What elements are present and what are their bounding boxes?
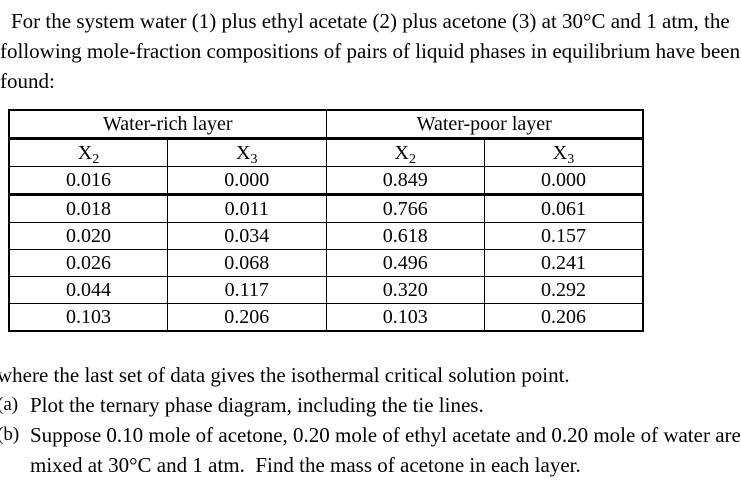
- table-cell: 0.206: [484, 303, 644, 332]
- table-row: 0.018 0.011 0.766 0.061: [8, 194, 644, 223]
- part-a-text: Plot the ternary phase diagram, includin…: [30, 390, 741, 420]
- table-cell: 0.849: [325, 166, 485, 196]
- var-subscript: 2: [408, 152, 416, 167]
- table-cell: 0.011: [167, 194, 327, 223]
- table-cell: 0.206: [167, 303, 327, 332]
- table-cell: 0.292: [484, 276, 644, 304]
- table-cell: 0.061: [484, 194, 644, 223]
- table-cell: 0.157: [484, 222, 644, 250]
- intro-line-2: following mole-fraction compositions of …: [0, 39, 741, 63]
- part-a-label: (a): [0, 394, 19, 415]
- table-cell: 0.766: [325, 194, 485, 223]
- table-row: 0.103 0.206 0.103 0.206: [8, 303, 644, 332]
- var-base: X: [552, 142, 568, 164]
- table-cell: 0.034: [167, 222, 327, 250]
- table-column-header-row: X2 X3 X2 X3: [8, 138, 644, 167]
- intro-line-3: found:: [0, 69, 55, 93]
- table-cell: 0.241: [484, 249, 644, 277]
- var-subscript: 3: [250, 152, 258, 167]
- table-cell: 0.103: [8, 303, 168, 332]
- part-b-line-2: mixed at 30°C and 1 atm. Find the mass o…: [30, 453, 581, 477]
- table-cell: 0.020: [8, 222, 168, 250]
- part-b-label: (b): [0, 424, 20, 445]
- group-header-water-rich: Water-rich layer: [8, 109, 327, 140]
- table-cell: 0.618: [325, 222, 485, 250]
- table-row: 0.044 0.117 0.320 0.292: [8, 276, 644, 304]
- table-cell: 0.016: [8, 166, 168, 196]
- table-cell: 0.103: [325, 303, 485, 332]
- var-subscript: 3: [567, 152, 575, 167]
- table-cell: 0.018: [8, 194, 168, 223]
- part-b-text: Suppose 0.10 mole of acetone, 0.20 mole …: [30, 420, 741, 480]
- question-parts: (a) Plot the ternary phase diagram, incl…: [0, 390, 741, 480]
- equilibrium-data-table: Water-rich layer Water-poor layer X2 X3 …: [8, 109, 644, 332]
- table-group-header-row: Water-rich layer Water-poor layer: [8, 109, 644, 140]
- col-header-x2-rich: X2: [8, 138, 168, 167]
- group-header-water-poor: Water-poor layer: [325, 109, 644, 140]
- table-row: 0.020 0.034 0.618 0.157: [8, 222, 644, 250]
- table-cell: 0.496: [325, 249, 485, 277]
- part-b-line-1: Suppose 0.10 mole of acetone, 0.20 mole …: [30, 423, 741, 447]
- var-subscript: 2: [92, 152, 100, 167]
- part-a: (a) Plot the ternary phase diagram, incl…: [0, 390, 741, 420]
- table-cell: 0.068: [167, 249, 327, 277]
- part-a-line-1: Plot the ternary phase diagram, includin…: [30, 393, 484, 417]
- var-base: X: [77, 142, 93, 164]
- table-cell: 0.044: [8, 276, 168, 304]
- table-cell: 0.026: [8, 249, 168, 277]
- table-row: 0.026 0.068 0.496 0.241: [8, 249, 644, 277]
- col-header-x2-poor: X2: [325, 138, 485, 167]
- var-base: X: [236, 142, 251, 164]
- table-cell: 0.000: [167, 166, 327, 196]
- critical-point-note: where the last set of data gives the iso…: [0, 363, 570, 387]
- var-base: X: [394, 142, 409, 164]
- table-cell: 0.000: [484, 166, 644, 196]
- col-header-x3-rich: X3: [167, 138, 327, 167]
- part-b: (b) Suppose 0.10 mole of acetone, 0.20 m…: [0, 420, 741, 480]
- col-header-x3-poor: X3: [484, 138, 644, 167]
- table-cell: 0.117: [167, 276, 327, 304]
- table-row: 0.016 0.000 0.849 0.000: [8, 166, 644, 196]
- intro-line-1: For the system water (1) plus ethyl acet…: [11, 9, 730, 33]
- table-cell: 0.320: [325, 276, 485, 304]
- problem-statement: For the system water (1) plus ethyl acet…: [0, 6, 741, 96]
